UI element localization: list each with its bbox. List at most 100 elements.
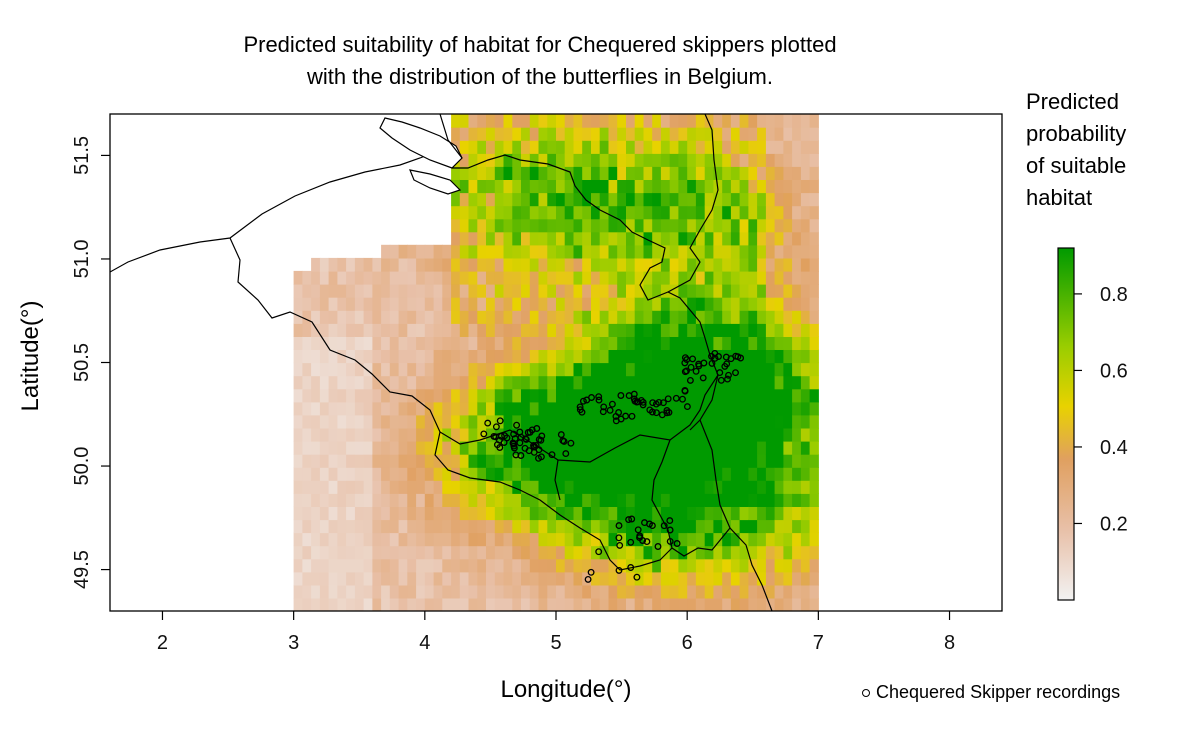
raster-cell <box>626 506 636 521</box>
raster-cell <box>695 427 706 442</box>
raster-cell <box>328 597 338 611</box>
raster-cell <box>433 493 443 507</box>
raster-cell <box>792 153 802 167</box>
raster-cell <box>774 218 784 233</box>
x-tick-label: 4 <box>419 632 430 654</box>
raster-cell <box>459 127 470 141</box>
raster-cell <box>792 558 802 573</box>
raster-cell <box>564 545 574 560</box>
raster-cell <box>486 284 496 298</box>
raster-cell <box>556 284 566 298</box>
raster-cell <box>634 166 644 180</box>
raster-cell <box>739 427 749 442</box>
raster-cell <box>739 375 749 390</box>
raster-cell <box>416 375 426 390</box>
raster-cell <box>372 597 382 611</box>
raster-cell <box>730 454 741 468</box>
recording-point <box>538 432 546 440</box>
raster-cell <box>521 349 531 364</box>
raster-cell <box>573 584 583 599</box>
raster-cell <box>311 519 321 534</box>
raster-cell <box>381 441 391 455</box>
raster-cell <box>302 388 312 403</box>
raster-cell <box>433 427 443 442</box>
raster-cell <box>354 270 365 285</box>
raster-cell <box>354 545 365 560</box>
raster-cell <box>643 297 653 311</box>
raster-cell <box>722 441 732 455</box>
raster-cell <box>521 192 531 207</box>
raster-cell <box>643 414 653 429</box>
raster-cell <box>730 310 741 324</box>
raster-cell <box>468 297 478 311</box>
raster-cell <box>687 493 697 507</box>
raster-cell <box>669 310 679 324</box>
raster-cell <box>792 127 802 141</box>
raster-cell <box>695 571 706 586</box>
raster-cell <box>346 441 356 455</box>
raster-cell <box>792 192 802 207</box>
raster-cell <box>433 597 443 611</box>
raster-cell <box>660 388 671 403</box>
recording-point <box>628 515 636 523</box>
raster-cell <box>512 310 522 324</box>
raster-cell <box>634 467 644 481</box>
raster-cell <box>634 441 644 455</box>
raster-cell <box>302 336 312 350</box>
raster-cell <box>503 467 513 481</box>
raster-cell <box>521 545 531 560</box>
raster-cell <box>669 467 679 481</box>
raster-cell <box>626 179 636 194</box>
raster-cell <box>757 441 767 455</box>
raster-cell <box>669 414 679 429</box>
raster-cell <box>564 323 574 337</box>
raster-cell <box>582 441 592 455</box>
raster-cell <box>634 545 644 560</box>
raster-cell <box>363 375 373 390</box>
raster-cell <box>512 519 522 534</box>
raster-cell <box>608 205 618 220</box>
raster-cell <box>521 310 531 324</box>
raster-cell <box>512 597 522 611</box>
raster-cell <box>521 597 531 611</box>
raster-cell <box>783 519 793 534</box>
raster-cell <box>765 375 776 390</box>
raster-cell <box>748 558 758 573</box>
raster-cell <box>302 401 312 416</box>
raster-cell <box>407 336 417 350</box>
raster-cell <box>468 362 478 377</box>
raster-cell <box>774 388 784 403</box>
raster-cell <box>503 297 513 311</box>
raster-cell <box>433 257 443 272</box>
raster-cell <box>346 584 356 599</box>
raster-cell <box>538 179 548 194</box>
raster-cell <box>529 454 540 468</box>
raster-cell <box>512 362 522 377</box>
recording-point <box>522 435 530 443</box>
raster-cell <box>739 244 749 259</box>
raster-cell <box>337 493 347 507</box>
recording-point <box>666 537 674 545</box>
raster-cell <box>354 388 365 403</box>
raster-cell <box>389 270 400 285</box>
raster-cell <box>486 597 496 611</box>
raster-cell <box>424 401 435 416</box>
raster-cell <box>626 597 636 611</box>
raster-cell <box>538 244 548 259</box>
raster-cell <box>459 349 470 364</box>
raster-cell <box>687 179 697 194</box>
raster-cell <box>792 401 802 416</box>
raster-cell <box>591 401 601 416</box>
raster-cell <box>556 140 566 154</box>
raster-cell <box>459 140 470 154</box>
raster-cell <box>416 388 426 403</box>
raster-cell <box>433 467 443 481</box>
raster-cell <box>319 257 330 272</box>
raster-cell <box>556 467 566 481</box>
raster-cell <box>328 270 338 285</box>
raster-cell <box>608 401 618 416</box>
raster-cell <box>302 467 312 481</box>
raster-cell <box>424 297 435 311</box>
raster-cell <box>713 388 723 403</box>
raster-cell <box>582 140 592 154</box>
